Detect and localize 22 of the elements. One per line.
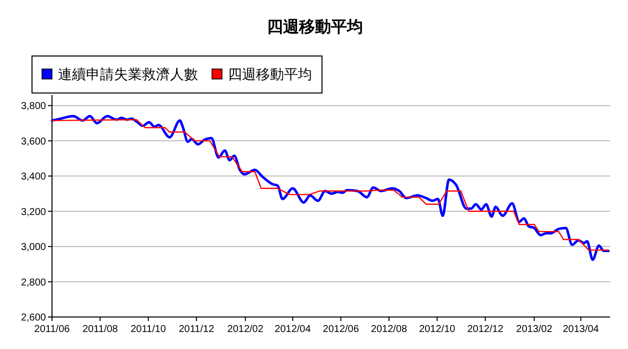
y-tick-label: 3,200 [20,206,46,218]
x-tick-label: 2012/04 [274,324,312,335]
y-tick-label: 3,600 [20,136,46,148]
x-tick-label: 2013/04 [562,324,600,335]
x-tick-label: 2011/08 [82,324,118,335]
x-tick-label: 2011/10 [130,324,166,335]
x-tick-label: 2011/06 [34,324,70,335]
x-tick-label: 2011/12 [178,324,215,335]
x-tick-label: 2012/10 [419,324,456,335]
y-tick-label: 2,800 [20,277,46,288]
x-tick-label: 2012/02 [227,324,264,335]
x-tick-label: 2012/06 [322,324,360,335]
legend-label: 連續申請失業救濟人數 [58,67,198,83]
chart-title: 四週移動平均 [267,17,363,36]
x-tick-label: 2012/12 [467,324,504,335]
legend-label: 四週移動平均 [228,67,312,83]
x-tick-label: 2013/02 [516,324,553,335]
y-tick-label: 3,400 [20,172,46,183]
y-tick-label: 3,800 [20,101,46,112]
y-tick-label: 3,000 [20,242,46,254]
x-tick-label: 2012/08 [370,324,408,335]
y-tick-label: 2,600 [20,312,46,324]
